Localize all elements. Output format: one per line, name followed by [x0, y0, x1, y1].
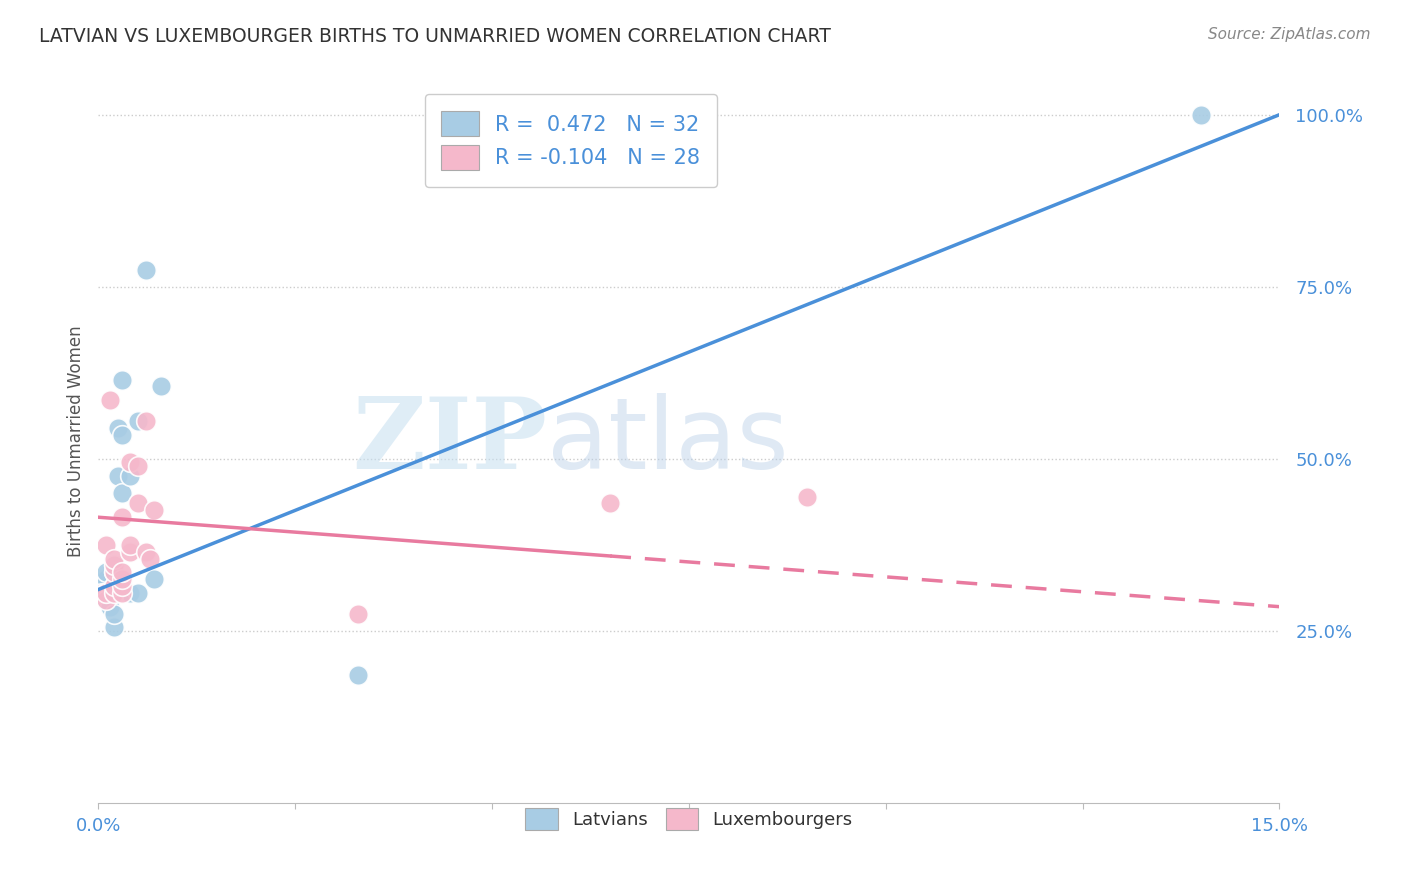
Point: [142, 503, 165, 517]
Point: [103, 566, 125, 580]
Point: [107, 421, 129, 435]
Point: [103, 607, 125, 621]
Point: [96, 592, 118, 607]
Point: [103, 586, 125, 600]
Point: [103, 579, 125, 593]
Point: [138, 551, 160, 566]
Point: [150, 379, 173, 393]
Point: [98, 393, 121, 408]
Point: [347, 607, 370, 621]
Point: [103, 558, 125, 573]
Point: [107, 469, 129, 483]
Point: [91, 586, 114, 600]
Y-axis label: Births to Unmarried Women: Births to Unmarried Women: [66, 326, 84, 558]
Point: [111, 582, 134, 597]
Point: [135, 414, 157, 428]
Point: [93, 586, 115, 600]
Text: ZIP: ZIP: [353, 393, 547, 490]
Point: [111, 373, 134, 387]
Point: [1189, 108, 1212, 122]
Point: [111, 510, 134, 524]
Point: [111, 486, 134, 500]
Point: [96, 586, 118, 600]
Point: [111, 566, 134, 580]
Point: [118, 586, 141, 600]
Point: [96, 592, 118, 607]
Point: [111, 586, 134, 600]
Point: [103, 558, 125, 573]
Point: [111, 575, 134, 590]
Point: [93, 586, 115, 600]
Point: [127, 458, 149, 473]
Point: [111, 579, 134, 593]
Text: Source: ZipAtlas.com: Source: ZipAtlas.com: [1208, 27, 1371, 42]
Point: [96, 586, 118, 600]
Point: [111, 572, 134, 586]
Point: [111, 427, 134, 442]
Point: [98, 599, 121, 614]
Point: [103, 579, 125, 593]
Point: [118, 469, 141, 483]
Point: [118, 538, 141, 552]
Point: [127, 586, 149, 600]
Point: [103, 551, 125, 566]
Point: [135, 544, 157, 558]
Point: [127, 414, 149, 428]
Point: [347, 668, 370, 682]
Point: [96, 538, 118, 552]
Point: [127, 496, 149, 510]
Point: [118, 544, 141, 558]
Text: LATVIAN VS LUXEMBOURGER BIRTHS TO UNMARRIED WOMEN CORRELATION CHART: LATVIAN VS LUXEMBOURGER BIRTHS TO UNMARR…: [39, 27, 831, 45]
Point: [98, 586, 121, 600]
Point: [118, 455, 141, 469]
Text: atlas: atlas: [547, 393, 789, 490]
Point: [599, 496, 621, 510]
Point: [91, 586, 114, 600]
Point: [796, 490, 818, 504]
Point: [103, 620, 125, 634]
Point: [96, 566, 118, 580]
Point: [103, 566, 125, 580]
Legend: Latvians, Luxembourgers: Latvians, Luxembourgers: [510, 793, 868, 845]
Point: [142, 572, 165, 586]
Point: [135, 262, 157, 277]
Point: [103, 586, 125, 600]
Point: [96, 579, 118, 593]
Point: [96, 572, 118, 586]
Point: [91, 579, 114, 593]
